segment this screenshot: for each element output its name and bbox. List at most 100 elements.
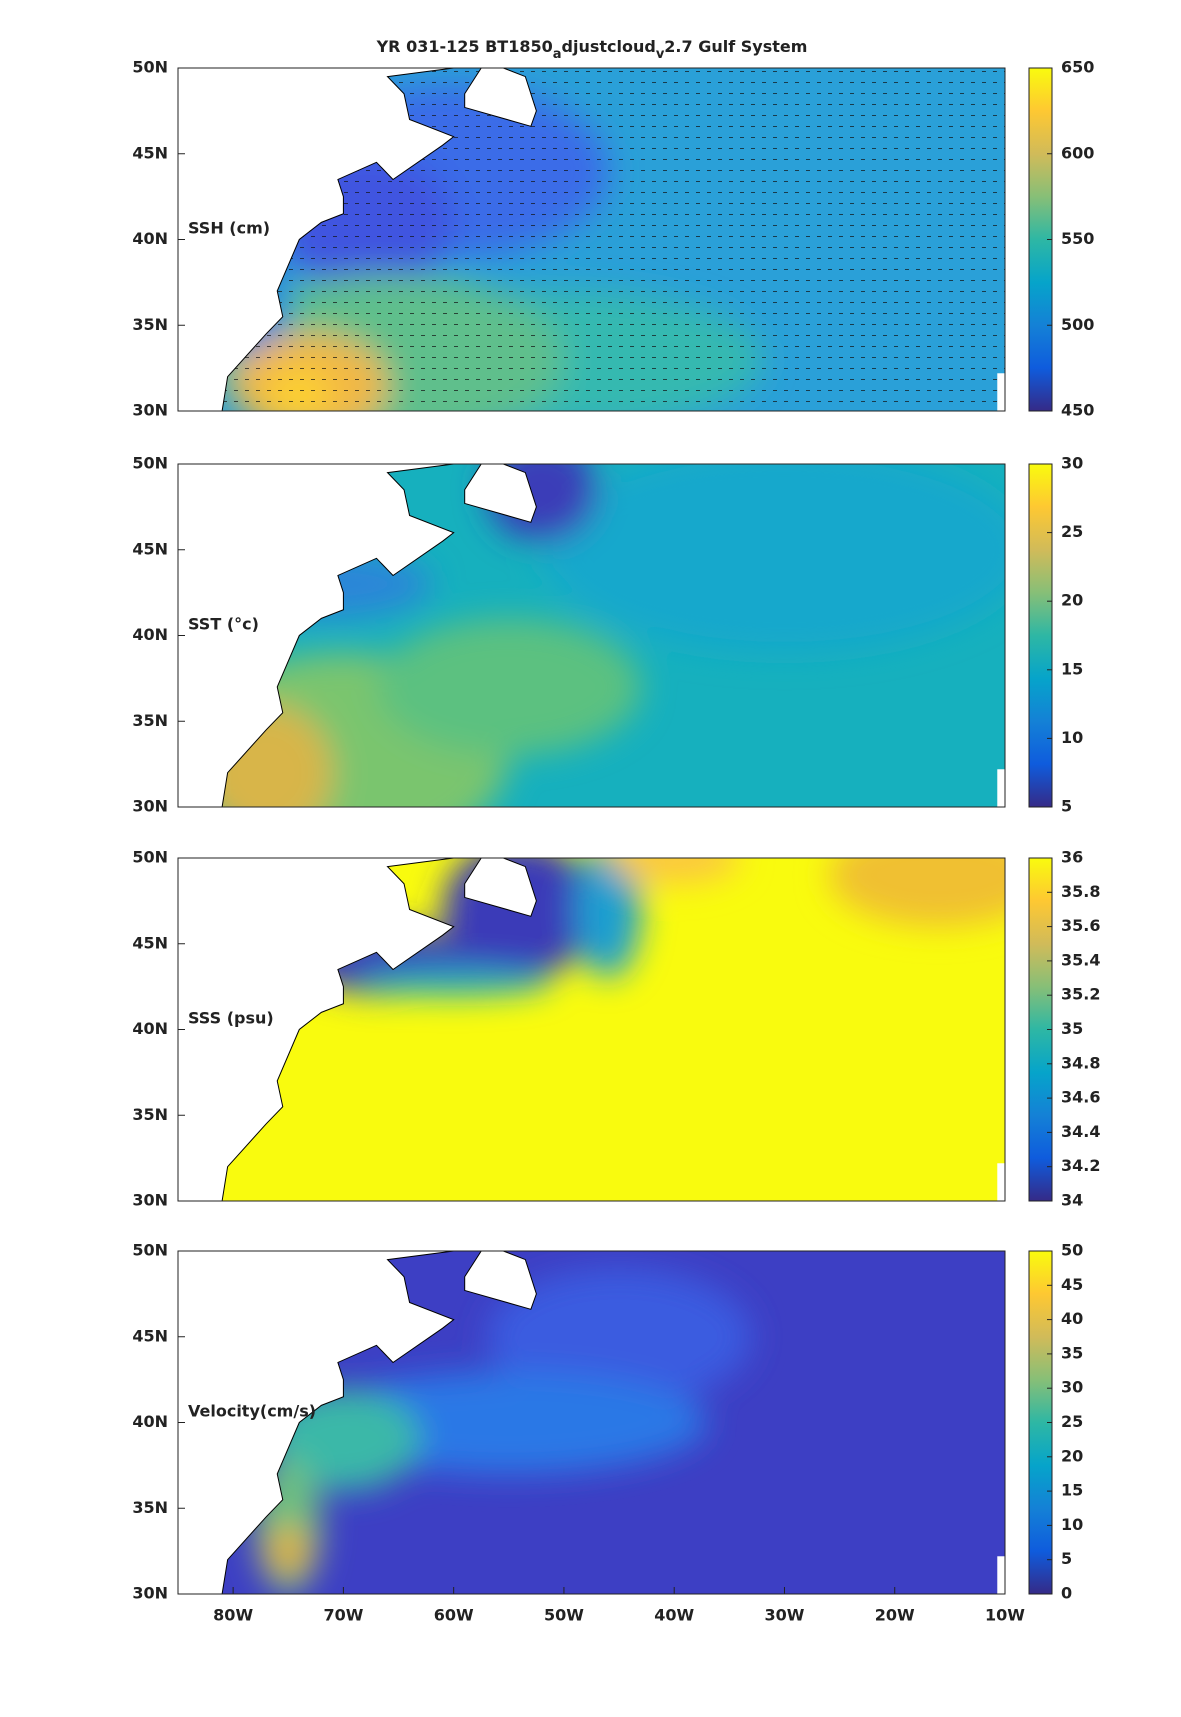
colorbar-tick-label: 550	[1061, 229, 1094, 248]
map-panel: SSS (psu) 30N 35N 40N 45N 50N 34 34.2 34.4 34.6 34…	[132, 848, 1100, 1210]
y-tick-label: 30N	[132, 797, 168, 816]
title-part: a	[553, 47, 562, 62]
colorbar-tick-label: 15	[1061, 1481, 1083, 1500]
colorbar-tick-label: 34	[1061, 1191, 1083, 1210]
colorbar-tick-label: 45	[1061, 1275, 1083, 1294]
land	[464, 1251, 537, 1310]
title-part: v	[656, 47, 665, 62]
land	[178, 68, 455, 411]
colorbar-tick-label: 20	[1061, 1446, 1083, 1465]
y-tick-label: 45N	[132, 933, 168, 952]
y-tick-label: 40N	[132, 1019, 168, 1038]
land	[997, 1556, 1005, 1594]
colorbar-tick-label: 34.4	[1061, 1122, 1100, 1141]
field	[178, 464, 1005, 807]
y-tick-label: 50N	[132, 454, 168, 473]
field-blob	[828, 858, 1005, 927]
y-tick-label: 50N	[132, 1241, 168, 1260]
colorbar-tick-label: 34.8	[1061, 1053, 1100, 1072]
y-tick-label: 50N	[132, 58, 168, 77]
land	[178, 464, 455, 807]
y-tick-label: 35N	[132, 315, 168, 334]
land	[178, 858, 455, 1201]
figure-title: YR 031-125 BT1850adjustcloudv2.7 Gulf Sy…	[376, 37, 808, 63]
land	[464, 858, 537, 917]
x-tick-label: 80W	[213, 1606, 253, 1625]
land	[997, 373, 1005, 411]
title-part: 2.7 Gulf System	[664, 37, 807, 56]
y-tick-label: 45N	[132, 1326, 168, 1345]
colorbar-tick-label: 40	[1061, 1309, 1083, 1328]
colorbar-tick-label: 5	[1061, 797, 1072, 816]
field-blob	[574, 858, 642, 979]
x-tick-label: 40W	[654, 1606, 694, 1625]
title-part: YR 031-125 BT1850	[376, 37, 553, 56]
field	[178, 68, 1005, 411]
y-tick-label: 50N	[132, 848, 168, 867]
y-tick-label: 35N	[132, 1498, 168, 1517]
y-tick-label: 40N	[132, 1412, 168, 1431]
field-blob	[541, 464, 1005, 653]
x-tick-label: 60W	[434, 1606, 474, 1625]
x-tick-label: 10W	[985, 1606, 1025, 1625]
map-panel: SSH (cm) 30N 35N 40N 45N 50N 450 500 550 600 650	[132, 58, 1094, 420]
colorbar-tick-label: 34.6	[1061, 1088, 1100, 1107]
colorbar-tick-label: 30	[1061, 1378, 1083, 1397]
x-tick-label: 70W	[323, 1606, 363, 1625]
y-tick-label: 40N	[132, 625, 168, 644]
colorbar-tick-label: 650	[1061, 58, 1094, 77]
field-blob	[486, 1268, 752, 1406]
colorbar-tick-label: 35.6	[1061, 916, 1100, 935]
x-tick-label: 30W	[765, 1606, 805, 1625]
colorbar-tick-label: 25	[1061, 522, 1083, 541]
map-panel: SST (°c) 30N 35N 40N 45N 50N 5 10 15 20 25 30	[132, 454, 1083, 816]
colorbar-tick-label: 35.2	[1061, 985, 1100, 1004]
land	[464, 68, 537, 127]
y-tick-label: 35N	[132, 711, 168, 730]
field	[178, 1251, 1005, 1594]
x-tick-label: 50W	[544, 1606, 584, 1625]
y-tick-label: 30N	[132, 1191, 168, 1210]
colorbar-tick-label: 36	[1061, 848, 1083, 867]
panel-label: SST (°c)	[188, 615, 259, 634]
panel-label: SSH (cm)	[188, 219, 270, 238]
panel-label: SSS (psu)	[188, 1009, 274, 1028]
colorbar-tick-label: 10	[1061, 728, 1083, 747]
colorbar-tick-label: 34.2	[1061, 1156, 1100, 1175]
land	[997, 1163, 1005, 1201]
x-tick-label: 20W	[875, 1606, 915, 1625]
y-tick-label: 30N	[132, 401, 168, 420]
colorbar-tick-label: 20	[1061, 591, 1083, 610]
title-part: djustcloud	[562, 37, 656, 56]
field-blob	[608, 858, 741, 884]
colorbar-tick-label: 10	[1061, 1515, 1083, 1534]
y-tick-label: 45N	[132, 539, 168, 558]
colorbar-tick-label: 0	[1061, 1584, 1072, 1603]
colorbar-tick-label: 35.4	[1061, 950, 1100, 969]
y-tick-label: 35N	[132, 1105, 168, 1124]
y-tick-label: 45N	[132, 143, 168, 162]
field	[178, 858, 1005, 1201]
colorbar-tick-label: 600	[1061, 143, 1094, 162]
colorbar-tick-label: 30	[1061, 454, 1083, 473]
colorbar-tick-label: 25	[1061, 1412, 1083, 1431]
colorbar-tick-label: 35	[1061, 1343, 1083, 1362]
land	[464, 464, 537, 523]
field-blob	[376, 618, 642, 756]
colorbar-tick-label: 15	[1061, 659, 1083, 678]
colorbar-tick-label: 35	[1061, 1019, 1083, 1038]
land	[178, 1251, 455, 1594]
y-tick-label: 40N	[132, 229, 168, 248]
colorbar-tick-label: 500	[1061, 315, 1094, 334]
field-blob	[354, 967, 553, 996]
colorbar-tick-label: 5	[1061, 1549, 1072, 1568]
colorbar-tick-label: 50	[1061, 1241, 1083, 1260]
colorbar-tick-label: 35.8	[1061, 882, 1100, 901]
colorbar	[1028, 463, 1053, 808]
y-tick-label: 30N	[132, 1584, 168, 1603]
panel-label: Velocity(cm/s)	[188, 1402, 316, 1421]
land	[997, 769, 1005, 807]
colorbar-tick-label: 450	[1061, 401, 1094, 420]
